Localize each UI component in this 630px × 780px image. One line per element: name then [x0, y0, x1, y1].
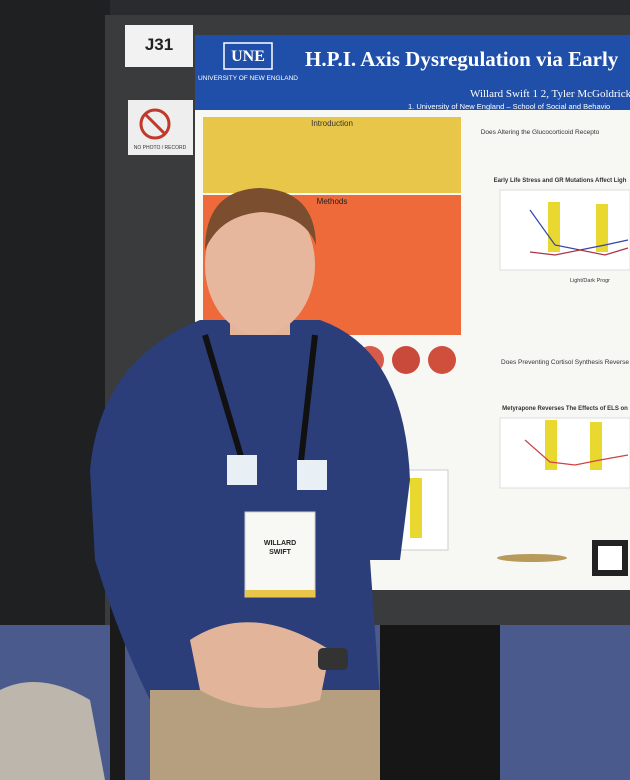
badge-stripe: [245, 590, 315, 597]
poster-title: H.P.I. Axis Dysregulation via Early: [305, 47, 619, 71]
pin: [227, 455, 257, 485]
qr-inner: [598, 546, 622, 570]
chart-bar: [545, 420, 557, 470]
badge-name: WILLARD SWIFT: [264, 540, 296, 556]
chart-bar: [410, 478, 422, 538]
no-photo-icon: [139, 108, 171, 140]
chart-area: [499, 189, 630, 271]
lanyard: [202, 334, 318, 471]
axis-label: Light/Dark Progr: [570, 278, 610, 284]
watch: [318, 648, 348, 670]
face: [205, 195, 315, 335]
section-heading: Introduction: [311, 119, 353, 128]
petri-dish: [392, 346, 420, 374]
jacket: [0, 682, 105, 780]
pin: [297, 460, 327, 490]
poster-authors: Willard Swift 1 2, Tyler McGoldrick: [470, 88, 630, 100]
booth-sign: [125, 25, 193, 67]
notice-text: NO PHOTO / RECORD: [134, 145, 187, 151]
chart-heading: Early Life Stress and GR Mutations Affec…: [494, 178, 627, 184]
stand-leg: [110, 600, 125, 780]
logo-sub: UNIVERSITY OF NEW ENGLAND: [198, 75, 298, 82]
chart-bar: [590, 422, 602, 470]
fish-image: [497, 554, 567, 562]
chart-area: [499, 417, 630, 489]
logo-box: [223, 42, 273, 70]
left-board: [0, 0, 110, 625]
poster-affiliation: 1. University of New England – School of…: [408, 102, 610, 111]
logo: UNE: [231, 48, 265, 65]
shirt: [90, 320, 410, 700]
other-person-legs: [380, 625, 500, 780]
hair: [205, 188, 316, 250]
no-photo-slash: [143, 112, 167, 136]
hands: [190, 622, 330, 708]
section-heading: Does Preventing Cortisol Synthesis Rever…: [501, 359, 629, 366]
petri-dish: [428, 346, 456, 374]
chart-line: [529, 247, 629, 256]
section-heading: Does Altering the Glucocorticoid Recepto: [481, 129, 600, 136]
badge-name-line: SWIFT: [269, 549, 291, 556]
chart-bar: [596, 204, 608, 252]
badge-name-line: WILLARD: [264, 540, 296, 547]
section-heading: Methods: [317, 197, 348, 206]
chart-heading: Metyrapone Reverses The Effects of ELS o…: [502, 406, 628, 412]
intro-box: [203, 117, 461, 193]
booth-number: J31: [145, 35, 173, 54]
chart-line: [524, 439, 629, 466]
